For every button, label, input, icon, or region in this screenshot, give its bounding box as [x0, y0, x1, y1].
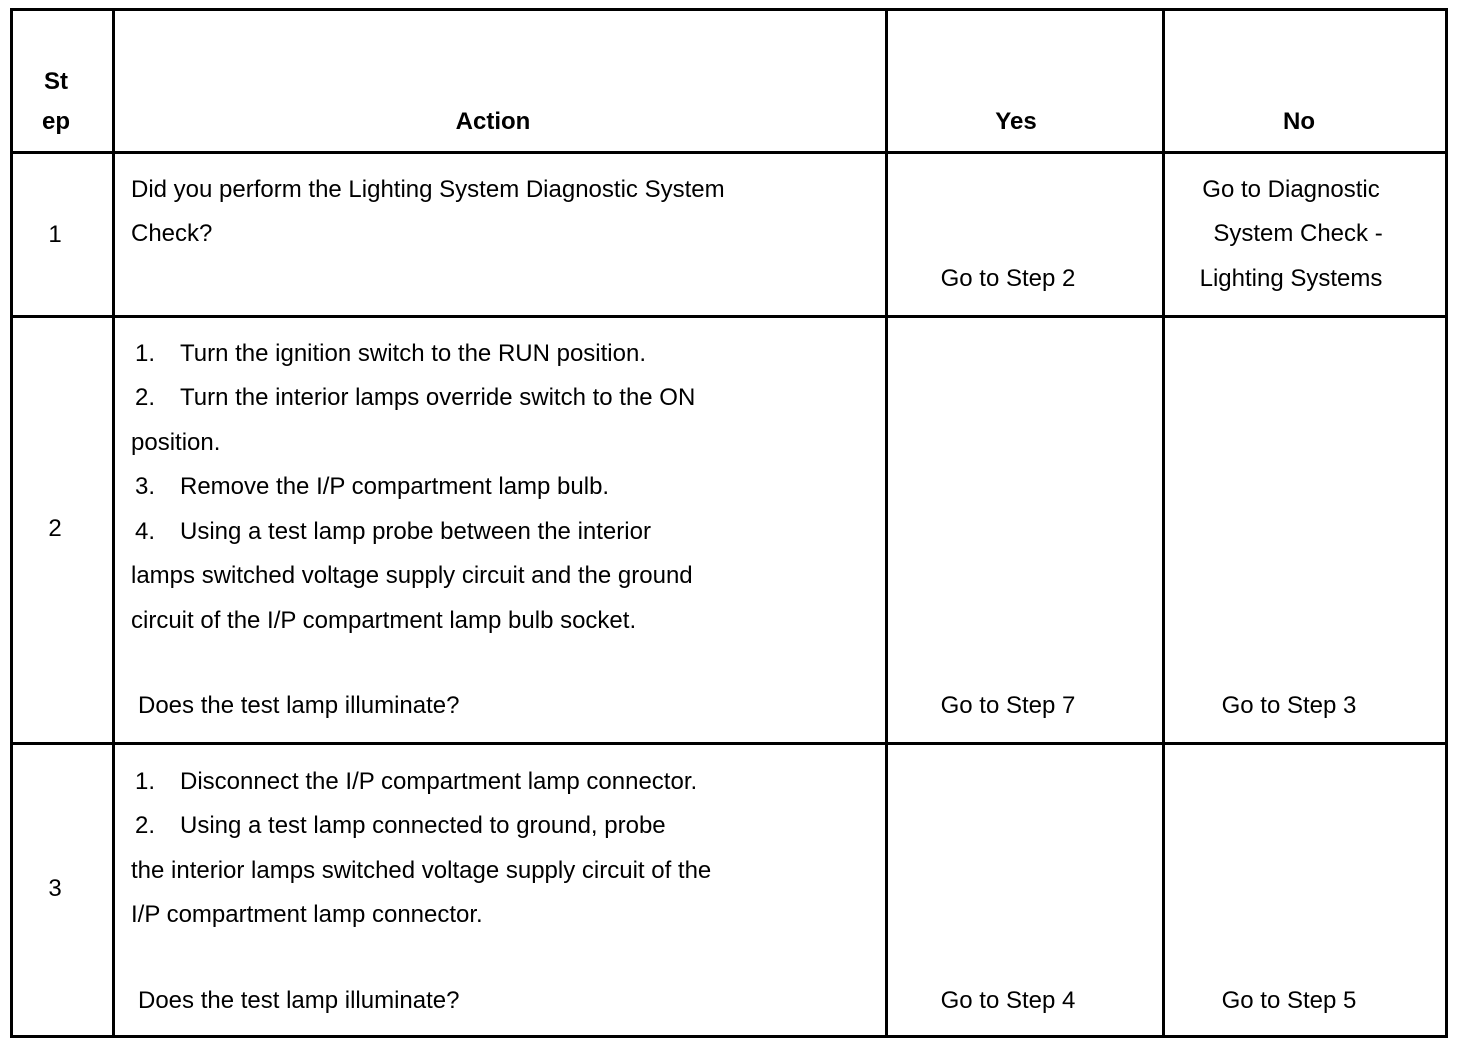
action-text: Check? [131, 220, 213, 247]
table-border-left [10, 8, 13, 1038]
yes-result: Go to Step 4 [940, 987, 1076, 1014]
item-text: Remove the I/P compartment lamp bulb. [180, 473, 610, 500]
no-result: Lighting Systems [1199, 265, 1383, 292]
step-number: 2 [48, 515, 62, 542]
row-divider [10, 151, 1448, 154]
table-border-right [1445, 8, 1448, 1038]
column-divider [1162, 8, 1165, 1038]
item-text: lamps switched voltage supply circuit an… [131, 562, 693, 589]
header-yes: Yes [995, 108, 1037, 135]
item-text: I/P compartment lamp connector. [131, 901, 483, 928]
header-step: St [44, 68, 68, 95]
table-border-bottom [10, 1035, 1448, 1038]
no-result: Go to Step 5 [1221, 987, 1357, 1014]
item-text: Using a test lamp probe between the inte… [180, 518, 651, 545]
item-number: 1. [135, 340, 156, 367]
item-text: circuit of the I/P compartment lamp bulb… [131, 607, 637, 634]
no-result: System Check - [1213, 220, 1383, 247]
step-number: 1 [48, 221, 62, 248]
item-number: 1. [135, 768, 156, 795]
item-text: the interior lamps switched voltage supp… [131, 857, 712, 884]
yes-result: Go to Step 7 [940, 692, 1076, 719]
row-divider [10, 742, 1448, 745]
item-text: Turn the ignition switch to the RUN posi… [180, 340, 646, 367]
column-divider [112, 8, 115, 1038]
item-number: 2. [135, 812, 156, 839]
no-result: Go to Step 3 [1221, 692, 1357, 719]
header-step: ep [41, 108, 71, 135]
column-divider [885, 8, 888, 1038]
question-text: Does the test lamp illuminate? [138, 692, 460, 719]
item-text: position. [131, 429, 221, 456]
action-text: Did you perform the Lighting System Diag… [131, 176, 725, 203]
header-no: No [1283, 108, 1315, 135]
step-number: 3 [48, 875, 62, 902]
item-text: Turn the interior lamps override switch … [180, 384, 696, 411]
item-number: 2. [135, 384, 156, 411]
question-text: Does the test lamp illuminate? [138, 987, 460, 1014]
item-text: Disconnect the I/P compartment lamp conn… [180, 768, 698, 795]
table-border-top [10, 8, 1448, 11]
item-number: 3. [135, 473, 156, 500]
row-divider [10, 315, 1448, 318]
no-result: Go to Diagnostic [1202, 176, 1380, 203]
header-action: Action [455, 108, 531, 135]
item-text: Using a test lamp connected to ground, p… [180, 812, 666, 839]
yes-result: Go to Step 2 [940, 265, 1076, 292]
item-number: 4. [135, 518, 156, 545]
